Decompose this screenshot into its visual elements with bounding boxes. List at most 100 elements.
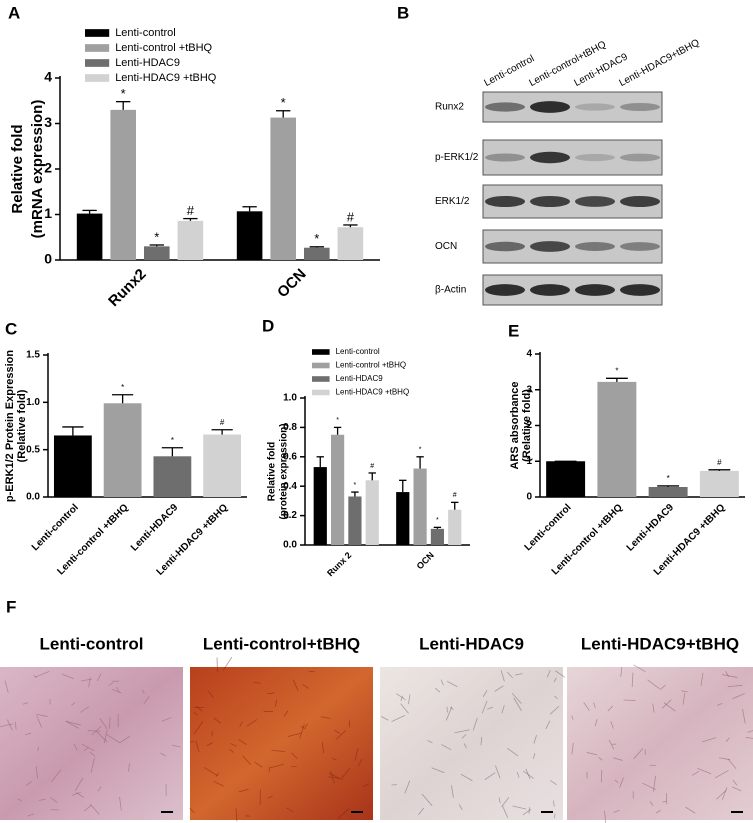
micrograph-texture xyxy=(89,803,100,815)
micrograph-texture xyxy=(90,757,95,773)
micrograph-texture xyxy=(22,702,28,705)
significance-mark: # xyxy=(717,458,722,467)
micrograph-texture xyxy=(215,772,220,777)
micrograph-texture xyxy=(725,737,730,742)
legend-label: Lenti-HDAC9 xyxy=(115,57,180,69)
micrograph-texture xyxy=(357,758,363,767)
significance-mark: * xyxy=(171,436,174,445)
micrograph-texture xyxy=(555,670,566,678)
micrograph-texture xyxy=(331,758,337,761)
y-axis-label: Relative fold xyxy=(9,124,26,213)
bar xyxy=(313,467,327,545)
bar xyxy=(648,486,688,497)
y-axis-label: ARS absorbance xyxy=(509,381,521,469)
micrograph-texture xyxy=(142,689,145,694)
micrograph-texture xyxy=(229,748,234,753)
blot-band xyxy=(620,195,660,208)
y-tick-label: 1.0 xyxy=(26,397,40,408)
blot-band xyxy=(620,153,660,162)
blot-band xyxy=(485,241,525,252)
panel-label: F xyxy=(6,597,16,616)
legend-swatch xyxy=(85,29,110,37)
y-tick-label: 0 xyxy=(44,251,52,267)
micrograph-texture xyxy=(71,702,76,706)
micrograph-texture xyxy=(213,780,224,787)
micrograph-texture xyxy=(633,664,646,673)
micrograph-texture xyxy=(143,695,150,704)
micrograph-texture xyxy=(681,690,688,693)
micrograph-texture xyxy=(35,765,38,779)
significance-mark: * xyxy=(336,417,339,424)
legend-swatch xyxy=(312,376,330,382)
bar xyxy=(144,246,170,260)
micrograph-texture xyxy=(33,675,38,678)
y-tick-label: 0.4 xyxy=(283,481,297,492)
y-tick-label: 1 xyxy=(526,456,532,467)
micrograph-texture xyxy=(655,809,661,814)
micrograph-texture xyxy=(75,792,85,798)
y-tick-label: 0.0 xyxy=(26,492,40,503)
legend-label: Lenti-control xyxy=(115,27,176,39)
micrograph-texture xyxy=(267,692,276,695)
micrograph-texture xyxy=(612,757,623,761)
significance-mark: * xyxy=(436,517,439,524)
micrograph-texture xyxy=(195,740,200,753)
micrograph-texture xyxy=(522,808,532,816)
significance-mark: # xyxy=(370,463,374,470)
bar xyxy=(153,456,192,497)
x-tick-label: OCN xyxy=(415,550,436,571)
significance-mark: # xyxy=(187,203,195,218)
micrograph-texture xyxy=(171,744,181,748)
y-tick-label: 2 xyxy=(44,160,52,176)
micrograph-texture xyxy=(235,808,238,822)
micrograph-texture xyxy=(89,751,96,757)
y-axis-label: p-ERK1/2 Protein Expression xyxy=(4,350,16,502)
micrograph-texture xyxy=(523,770,534,779)
micrograph-texture xyxy=(320,716,331,719)
y-tick-label: 2 xyxy=(526,420,532,431)
legend-label: Lenti-control +tBHQ xyxy=(336,361,406,370)
micrograph-texture xyxy=(571,715,574,720)
micrograph-texture xyxy=(500,670,505,682)
micrograph-texture xyxy=(128,763,130,772)
bar xyxy=(330,434,345,545)
legend-swatch xyxy=(85,74,110,82)
bar xyxy=(348,496,362,545)
micrograph-texture xyxy=(652,703,655,713)
micrograph-texture xyxy=(727,758,737,769)
micrograph-texture xyxy=(604,810,607,823)
x-tick-label: Lenti-HDAC9 xyxy=(625,502,677,554)
blot-band xyxy=(530,195,570,208)
micrograph-texture xyxy=(116,686,120,693)
micrograph-texture xyxy=(417,807,425,816)
micrograph-texture xyxy=(480,737,483,746)
micrograph-texture xyxy=(440,679,444,686)
micrograph-texture xyxy=(34,671,50,678)
blot-band xyxy=(530,151,570,164)
micrograph-texture xyxy=(103,729,108,744)
micrograph-texture xyxy=(484,772,496,781)
micrograph-texture xyxy=(553,677,557,683)
micrograph-texture xyxy=(274,699,278,707)
panel-label: B xyxy=(397,3,409,22)
micrograph-texture xyxy=(354,748,359,761)
panel-label: C xyxy=(5,319,17,338)
y-tick-label: 3 xyxy=(44,114,52,130)
micrograph-texture xyxy=(308,670,315,673)
y-tick-label: 0.6 xyxy=(283,451,297,462)
significance-mark: * xyxy=(354,482,357,489)
micrograph-texture xyxy=(189,807,195,814)
y-axis-label: (mRNA expression) xyxy=(29,100,46,239)
micrograph-texture xyxy=(583,702,590,711)
micrograph-texture xyxy=(341,767,351,779)
y-tick-label: 0.2 xyxy=(283,510,297,521)
significance-mark: * xyxy=(667,474,670,483)
micrograph-texture xyxy=(74,777,84,792)
blot-row-label: β-Actin xyxy=(435,285,466,296)
micrograph-texture xyxy=(732,693,745,700)
y-tick-label: 3 xyxy=(526,384,532,395)
micrograph-texture xyxy=(482,690,488,697)
legend-swatch xyxy=(85,44,110,52)
micrograph-texture xyxy=(623,699,636,701)
